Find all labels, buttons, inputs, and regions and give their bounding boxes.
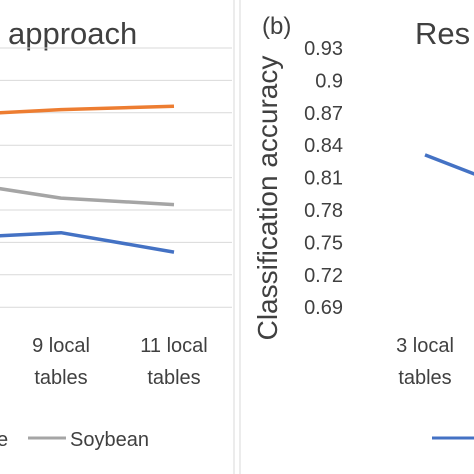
y-tick-label: 0.84 xyxy=(304,135,343,157)
y-tick-label: 0.87 xyxy=(304,103,343,125)
y-tick-label: 0.9 xyxy=(315,70,343,92)
y-tick-label: 0.69 xyxy=(304,297,343,319)
series-line-series-3 xyxy=(0,230,175,254)
y-tick-label: 0.81 xyxy=(304,168,343,190)
y-tick-label: 0.75 xyxy=(304,232,343,254)
y-tick-label: 0.93 xyxy=(304,38,343,60)
panel-a-gridlines xyxy=(0,47,232,308)
x-tick-label: 9 local xyxy=(32,335,90,357)
x-tick-label: tables xyxy=(147,367,200,389)
x-tick-label: tables xyxy=(398,367,451,389)
x-tick-label: tables xyxy=(34,367,87,389)
panel-b-y-axis-label: Classification accuracy xyxy=(252,56,283,341)
panel-a-frame xyxy=(233,0,235,474)
legend-label-soybean: Soybean xyxy=(70,429,149,451)
panel-a-legend: e Soybean xyxy=(0,429,149,451)
y-tick-label: 0.78 xyxy=(304,200,343,222)
legend-clipped-entry-text: e xyxy=(0,429,8,451)
series-line-series-1 xyxy=(0,104,175,115)
panel-b-frame xyxy=(239,0,241,474)
series-line-soybean xyxy=(0,186,175,207)
y-tick-label: 0.72 xyxy=(304,265,343,287)
panel-b-x-tick-labels: 3 local tables xyxy=(396,335,454,389)
panel-b-y-tick-labels: 0.93 0.9 0.87 0.84 0.81 0.78 0.75 0.72 0.69 xyxy=(304,38,343,319)
panel-b-label: (b) xyxy=(262,13,291,40)
series-line-1 xyxy=(424,153,474,176)
panel-b-title: Res xyxy=(415,16,470,51)
x-tick-label: 11 local xyxy=(140,335,207,357)
panel-a-series xyxy=(0,104,175,254)
panel-b-series xyxy=(424,153,474,176)
panel-a-title: approach xyxy=(8,16,137,51)
panel-a-x-tick-labels: 9 local tables 11 local tables xyxy=(32,335,208,389)
x-tick-label: 3 local xyxy=(396,335,454,357)
